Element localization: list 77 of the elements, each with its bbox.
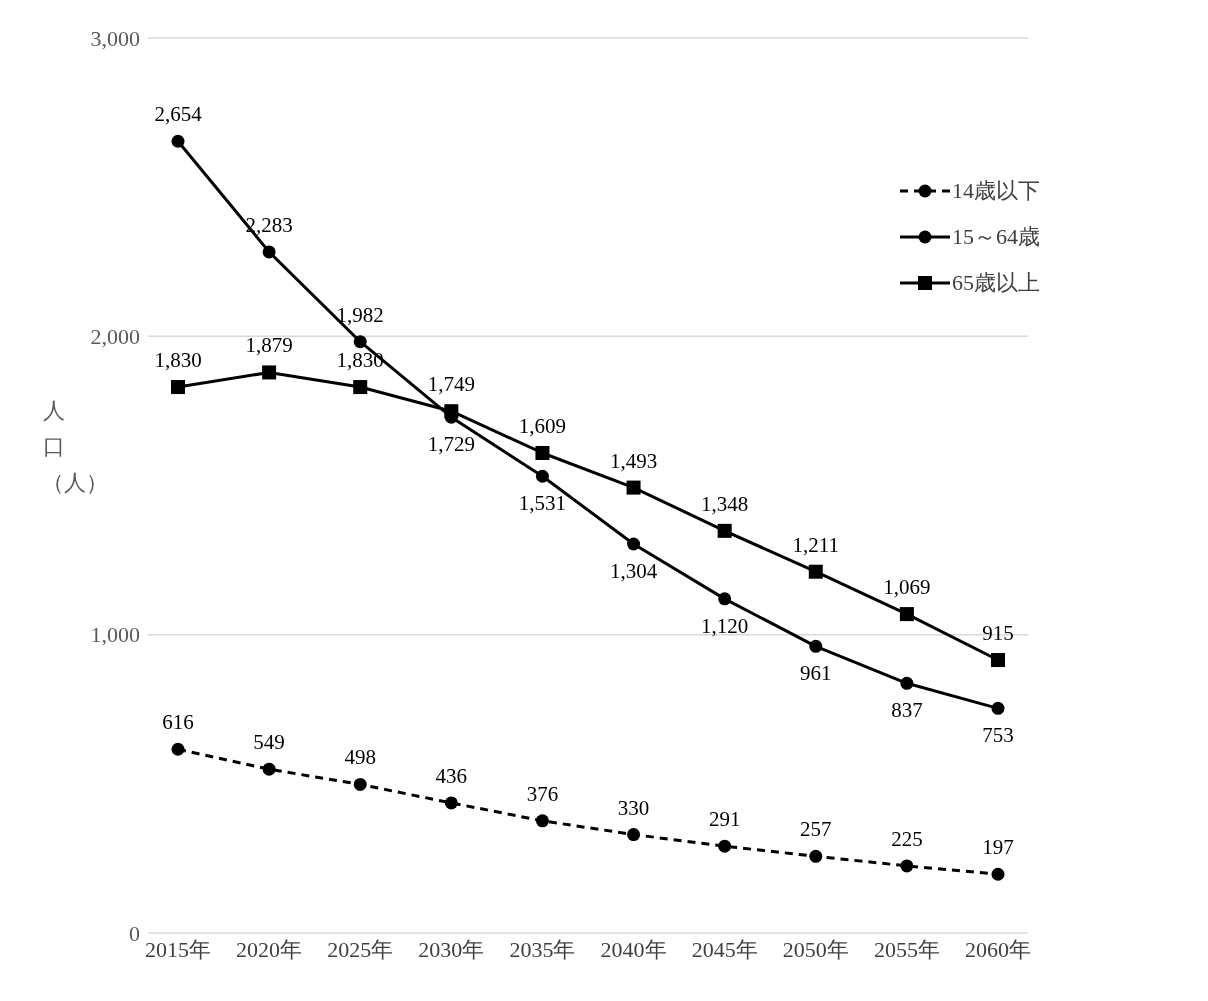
data-label: 1,348 [701, 491, 749, 516]
point [353, 335, 367, 349]
point [535, 445, 550, 460]
data-label: 1,304 [609, 558, 658, 583]
point [991, 653, 1005, 668]
point [900, 859, 914, 873]
point [991, 701, 1005, 715]
point [717, 523, 732, 538]
point [627, 537, 641, 551]
point [353, 380, 368, 395]
data-label: 1,211 [792, 532, 840, 557]
point [444, 796, 458, 810]
point [626, 480, 641, 495]
data-label: 1,830 [154, 348, 202, 373]
y-tick-label: 0 [129, 920, 140, 946]
data-label: 1,069 [883, 575, 931, 600]
x-tick-label: 2035年 [509, 936, 576, 962]
point [171, 742, 185, 756]
point [353, 777, 367, 791]
data-label: 1,830 [336, 348, 384, 373]
data-label: 436 [435, 763, 468, 788]
x-tick-label: 2030年 [418, 936, 485, 962]
point [535, 814, 549, 828]
data-label: 915 [982, 621, 1014, 646]
data-label: 1,749 [427, 372, 475, 397]
x-tick-label: 2020年 [236, 936, 303, 962]
data-label: 291 [708, 807, 741, 832]
point [262, 365, 277, 380]
x-tick-label: 2050年 [782, 936, 849, 962]
point [718, 592, 732, 606]
data-label: 1,531 [518, 491, 567, 516]
legend-label: 65歳以上 [952, 269, 1040, 297]
y-axis-title: 人口（人） [42, 397, 108, 497]
point [991, 867, 1005, 881]
y-tick-label: 1,000 [90, 622, 140, 648]
data-label: 1,120 [701, 613, 749, 638]
x-tick-label: 2060年 [965, 936, 1031, 962]
data-label: 753 [982, 723, 1014, 748]
data-label: 2,654 [154, 102, 203, 127]
point [808, 564, 823, 579]
point [444, 404, 459, 419]
data-label: 1,879 [245, 333, 293, 358]
data-label: 1,729 [427, 432, 475, 457]
x-tick-label: 2055年 [873, 936, 940, 962]
point [627, 828, 641, 842]
data-label: 837 [891, 698, 923, 723]
data-label: 498 [344, 745, 376, 770]
y-tick-label: 3,000 [90, 25, 140, 51]
point [535, 469, 549, 483]
data-label: 1,609 [518, 413, 567, 438]
point [809, 849, 823, 863]
point [262, 762, 276, 776]
point [171, 134, 185, 148]
y-tick-label: 2,000 [90, 324, 140, 350]
data-label: 330 [617, 795, 650, 820]
data-label: 257 [800, 817, 832, 842]
data-label: 1,493 [609, 448, 658, 473]
data-label: 2,283 [245, 212, 293, 237]
data-label: 1,982 [336, 302, 384, 327]
x-tick-label: 2025年 [327, 936, 394, 962]
data-label: 376 [526, 781, 559, 806]
data-label: 197 [982, 835, 1014, 860]
legend-label: 15～64歳 [952, 223, 1040, 251]
x-tick-label: 2045年 [691, 936, 758, 962]
point [899, 607, 914, 622]
data-label: 961 [800, 661, 832, 686]
point [171, 380, 185, 395]
x-tick-label: 2040年 [600, 936, 667, 962]
point [900, 676, 914, 690]
point [809, 639, 823, 653]
data-label: 616 [162, 710, 194, 735]
legend-label: 14歳以下 [952, 177, 1040, 205]
data-label: 549 [253, 730, 285, 755]
point [718, 839, 732, 853]
point [262, 245, 276, 259]
data-label: 225 [891, 826, 923, 851]
x-tick-label: 2015年 [145, 936, 211, 962]
